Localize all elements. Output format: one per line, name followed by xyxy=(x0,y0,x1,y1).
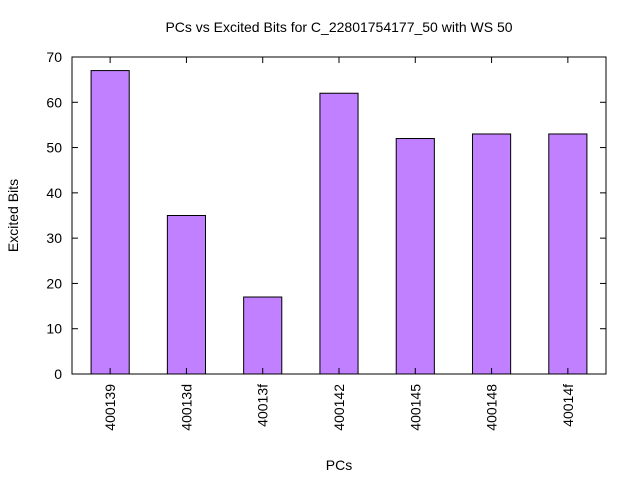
bar-40013d xyxy=(166,215,207,375)
bar-400148 xyxy=(472,133,512,375)
x-tick-label: 400142 xyxy=(331,384,347,431)
x-axis-label: PCs xyxy=(326,457,352,473)
y-tick-label: 50 xyxy=(46,140,62,156)
x-tick-label: 40013d xyxy=(178,384,194,431)
bar-400145 xyxy=(395,138,435,375)
x-axis-ticks: 400139 40013d 40013f 400142 400145 400148 4001… xyxy=(102,57,576,431)
bar-400142 xyxy=(319,92,359,375)
y-tick-label: 70 xyxy=(46,49,62,65)
bar-40013f xyxy=(243,296,283,375)
bar-400139 xyxy=(90,70,130,375)
y-axis-ticks: 0 10 20 30 40 50 60 70 xyxy=(46,49,606,382)
x-tick-label: 40013f xyxy=(255,384,271,427)
x-tick-label: 40014f xyxy=(560,384,576,427)
y-tick-label: 30 xyxy=(46,230,62,246)
y-tick-label: 40 xyxy=(46,185,62,201)
bars xyxy=(90,70,588,375)
x-tick-label: 400148 xyxy=(484,384,500,431)
chart-title: PCs vs Excited Bits for C_22801754177_50… xyxy=(165,19,512,35)
y-tick-label: 20 xyxy=(46,275,62,291)
bar-40014f xyxy=(548,133,588,375)
x-tick-label: 400139 xyxy=(102,384,118,431)
y-axis-label: Excited Bits xyxy=(5,179,21,252)
x-tick-label: 400145 xyxy=(407,384,423,431)
y-tick-label: 10 xyxy=(46,321,62,337)
y-tick-label: 0 xyxy=(54,366,62,382)
y-tick-label: 60 xyxy=(46,94,62,110)
